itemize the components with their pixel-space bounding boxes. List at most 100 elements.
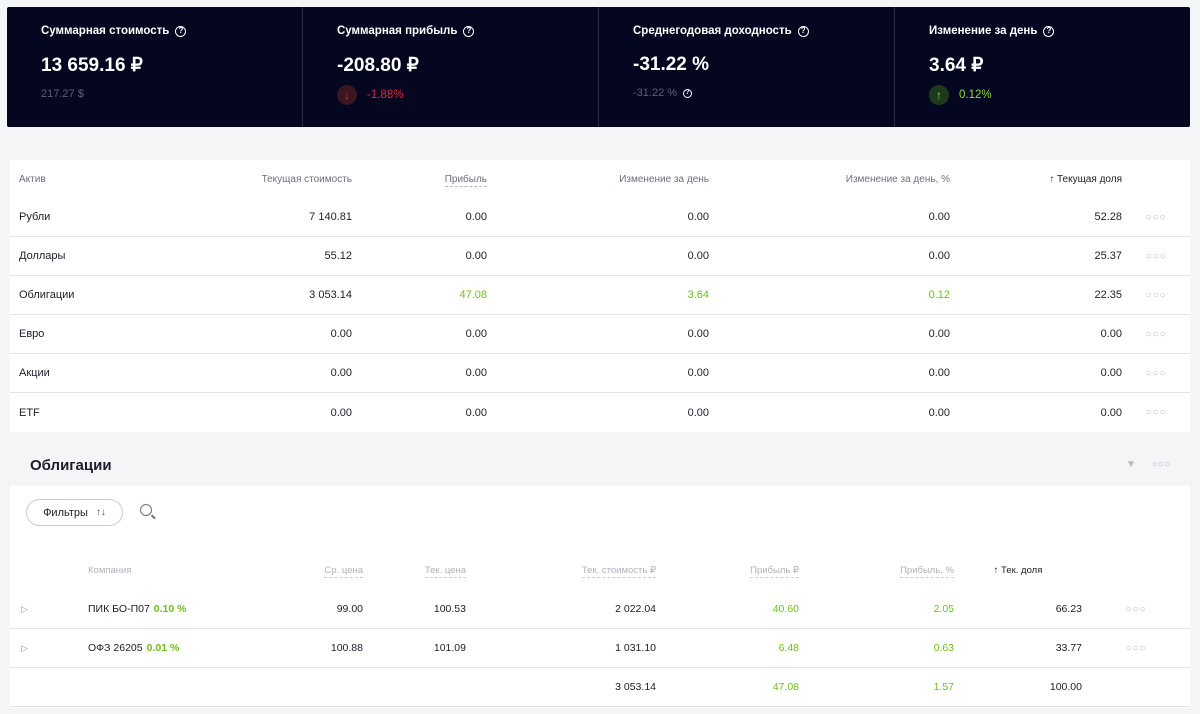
- asset-value: 0.00: [330, 406, 352, 419]
- table-header: Компания Ср. цена Тек. цена Тек. стоимос…: [10, 550, 1190, 590]
- collapse-icon[interactable]: ▼: [1125, 459, 1136, 470]
- arrow-down-icon: ↓: [337, 85, 357, 105]
- asset-value: 7 140.81: [309, 211, 352, 223]
- asset-value: 0.00: [330, 367, 352, 379]
- help-icon[interactable]: ?: [1043, 25, 1055, 37]
- asset-profit: 0.00: [465, 406, 487, 419]
- bond-share: 33.77: [1055, 642, 1082, 654]
- asset-share: 0.00: [1100, 367, 1122, 379]
- table-row[interactable]: Рубли 7 140.81 0.00 0.00 0.00 52.28 ○○○: [10, 198, 1190, 237]
- bonds-table: Фильтры ↑↓ Компания Ср. цена Тек. цена Т…: [10, 486, 1190, 708]
- table-row[interactable]: Доллары 55.12 0.00 0.00 0.00 25.37 ○○○: [10, 237, 1190, 276]
- asset-name: Рубли: [19, 211, 51, 223]
- column-header-company[interactable]: Компания: [88, 564, 132, 576]
- help-icon[interactable]: ?: [683, 88, 693, 98]
- total-share: 100.00: [1049, 681, 1082, 693]
- asset-share: 52.28: [1094, 211, 1122, 223]
- column-header-day-change-pct[interactable]: Изменение за день, %: [845, 173, 950, 185]
- arrow-up-icon: ↑: [929, 85, 949, 105]
- asset-day-change: 3.64: [687, 289, 709, 301]
- assets-table: Актив Текущая стоимость Прибыль Изменени…: [10, 160, 1190, 432]
- asset-share: 0.00: [1100, 406, 1122, 419]
- more-icon[interactable]: ○○○: [1125, 603, 1147, 615]
- column-header-profit[interactable]: Прибыль: [444, 173, 487, 187]
- summary-card-total-profit: Суммарная прибыль? -208.80 ₽ ↓ -1.88%: [303, 7, 599, 127]
- bond-cur-price: 101.09: [433, 642, 466, 654]
- asset-value: 0.00: [330, 328, 352, 340]
- more-icon[interactable]: ○○○: [1145, 367, 1167, 379]
- help-icon[interactable]: ?: [797, 25, 809, 37]
- more-icon[interactable]: ○○○: [1145, 289, 1167, 301]
- column-header-share[interactable]: ↑ Тек. доля: [954, 565, 1082, 576]
- table-row[interactable]: ▷ ОФЗ 26205 0.01 % 100.88 101.09 1 031.10…: [10, 629, 1190, 668]
- bond-avg-price: 99.00: [336, 603, 363, 615]
- card-title: Суммарная стоимость: [41, 25, 170, 37]
- asset-day-change: 0.00: [687, 367, 709, 379]
- more-icon[interactable]: ○○○: [1145, 250, 1167, 262]
- asset-name: Доллары: [19, 250, 66, 262]
- bond-profit-pct: 2.05: [933, 603, 954, 615]
- asset-value: 3 053.14: [309, 289, 352, 301]
- column-header-day-change[interactable]: Изменение за день: [619, 173, 709, 185]
- expand-row-icon[interactable]: ▷: [21, 603, 28, 614]
- more-icon[interactable]: ○○○: [1145, 407, 1167, 418]
- column-header-share[interactable]: ↑ Текущая доля: [950, 174, 1122, 185]
- filters-button[interactable]: Фильтры ↑↓: [26, 499, 123, 526]
- asset-profit: 0.00: [465, 367, 487, 379]
- total-profit: 47.08: [772, 681, 799, 693]
- card-change: 0.12%: [959, 89, 992, 101]
- bond-day-change: 0.10 %: [153, 603, 187, 615]
- asset-day-change-pct: 0.00: [928, 367, 950, 379]
- card-change: -1.88%: [367, 89, 404, 101]
- more-icon[interactable]: ○○○: [1125, 642, 1147, 654]
- asset-day-change-pct: 0.00: [928, 211, 950, 223]
- table-row[interactable]: ETF 0.00 0.00 0.00 0.00 0.00 ○○○: [10, 393, 1190, 432]
- card-value: -208.80 ₽: [337, 55, 419, 76]
- bonds-section-header: Облигации ▼ ○○○: [10, 445, 1190, 485]
- column-header-share-label: Текущая доля: [1056, 173, 1122, 185]
- asset-name: Евро: [19, 328, 45, 340]
- summary-panel: Суммарная стоимость? 13 659.16 ₽ 217.27 …: [7, 7, 1190, 127]
- column-header-avg-price[interactable]: Ср. цена: [324, 564, 363, 578]
- bond-profit-pct: 0.63: [933, 642, 954, 654]
- column-header-value[interactable]: Текущая стоимость: [261, 173, 352, 185]
- asset-day-change: 0.00: [687, 250, 709, 262]
- asset-day-change: 0.00: [687, 406, 709, 419]
- table-total-row: 3 053.14 47.08 1.57 100.00: [10, 668, 1190, 707]
- card-value: -31.22 %: [633, 54, 710, 75]
- asset-name: ETF: [19, 406, 40, 419]
- asset-day-change-pct: 0.00: [928, 250, 950, 262]
- asset-day-change: 0.00: [687, 328, 709, 340]
- asset-profit: 0.00: [465, 211, 487, 223]
- help-icon[interactable]: ?: [463, 25, 475, 37]
- more-icon[interactable]: ○○○: [1145, 328, 1167, 340]
- asset-profit: 0.00: [465, 250, 487, 262]
- total-value: 3 053.14: [615, 681, 656, 693]
- search-icon[interactable]: [140, 504, 152, 516]
- summary-card-total-value: Суммарная стоимость? 13 659.16 ₽ 217.27 …: [7, 7, 303, 127]
- sort-asc-icon: ↑: [993, 564, 999, 576]
- asset-name: Акции: [19, 367, 50, 379]
- sort-asc-icon: ↑: [1049, 173, 1055, 185]
- table-row[interactable]: ▷ ПИК БО-П07 0.10 % 99.00 100.53 2 022.04…: [10, 590, 1190, 629]
- help-icon[interactable]: ?: [175, 25, 187, 37]
- filters-label: Фильтры: [43, 506, 88, 519]
- column-header-asset[interactable]: Актив: [19, 173, 46, 185]
- column-header-cur-price[interactable]: Тек. цена: [424, 564, 466, 578]
- more-icon[interactable]: ○○○: [1151, 459, 1170, 470]
- more-icon[interactable]: ○○○: [1145, 211, 1167, 223]
- table-row[interactable]: Облигации 3 053.14 47.08 3.64 0.12 22.35…: [10, 276, 1190, 315]
- column-header-cur-value[interactable]: Тек. стоимость ₽: [581, 564, 656, 578]
- column-header-profit-pct[interactable]: Прибыль, %: [900, 564, 954, 578]
- bond-cur-price: 100.53: [433, 603, 466, 615]
- asset-share: 0.00: [1100, 328, 1122, 340]
- table-row[interactable]: Акции 0.00 0.00 0.00 0.00 0.00 ○○○: [10, 354, 1190, 393]
- asset-day-change-pct: 0.00: [928, 406, 950, 419]
- card-title: Среднегодовая доходность: [633, 25, 792, 37]
- card-value: 13 659.16 ₽: [41, 55, 143, 76]
- expand-row-icon[interactable]: ▷: [21, 642, 28, 653]
- asset-share: 22.35: [1094, 289, 1122, 301]
- column-header-profit[interactable]: Прибыль ₽: [750, 564, 799, 578]
- bond-value: 2 022.04: [615, 603, 656, 615]
- table-row[interactable]: Евро 0.00 0.00 0.00 0.00 0.00 ○○○: [10, 315, 1190, 354]
